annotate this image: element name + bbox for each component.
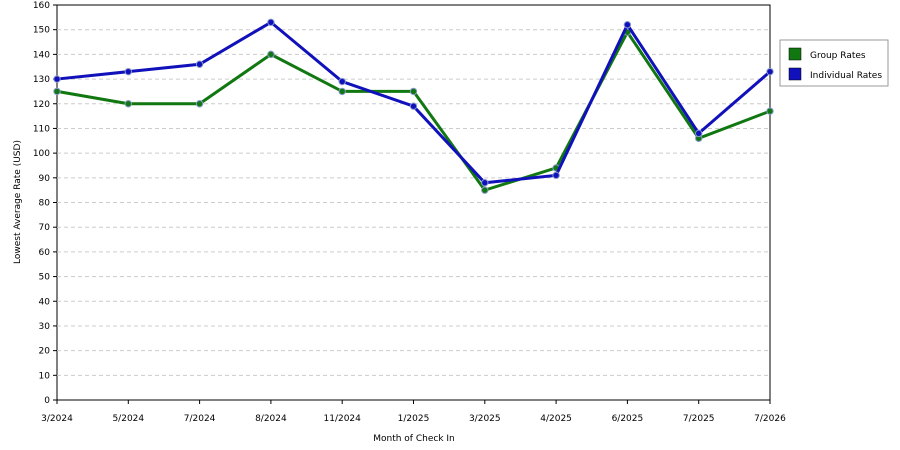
data-point <box>53 75 61 83</box>
y-tick-label: 50 <box>39 273 51 283</box>
y-tick-label: 150 <box>33 26 50 36</box>
y-tick-label: 80 <box>39 199 51 209</box>
data-point <box>409 102 418 110</box>
y-tick-label: 40 <box>39 297 51 307</box>
legend-swatch <box>788 47 802 61</box>
y-tick-label: 70 <box>39 223 51 233</box>
y-tick-label: 20 <box>39 347 51 357</box>
data-point <box>124 100 133 108</box>
legend-box <box>779 39 889 87</box>
data-point <box>195 60 204 68</box>
x-tick-label: 3/2024 <box>41 414 73 424</box>
y-tick-label: 10 <box>39 371 51 381</box>
x-tick-label: 7/2024 <box>184 414 216 424</box>
data-point <box>552 171 560 180</box>
y-tick-label: 110 <box>33 124 50 134</box>
y-axis-label: Lowest Average Rate (USD) <box>13 140 23 264</box>
x-tick-label: 6/2025 <box>612 414 644 424</box>
data-point <box>766 107 774 115</box>
data-point <box>267 50 275 59</box>
y-tick-label: 100 <box>33 149 50 159</box>
x-tick-label: 4/2025 <box>540 414 572 424</box>
data-point <box>338 87 346 96</box>
data-point <box>695 129 703 138</box>
legend-swatch <box>788 67 802 81</box>
y-tick-label: 120 <box>33 100 50 110</box>
x-tick-label: 1/2025 <box>398 414 430 424</box>
y-tick-label: 30 <box>39 322 51 332</box>
data-point <box>409 87 418 96</box>
x-tick-label: 11/2024 <box>324 414 362 424</box>
x-tick-label: 5/2024 <box>112 414 144 424</box>
y-tick-label: 140 <box>33 50 50 60</box>
data-point <box>766 67 774 76</box>
x-tick-label: 7/2025 <box>683 414 715 424</box>
x-tick-label: 8/2024 <box>255 414 287 424</box>
y-tick-label: 90 <box>39 174 51 184</box>
data-point <box>338 77 346 86</box>
y-tick-label: 130 <box>33 75 50 85</box>
y-tick-label: 0 <box>44 396 50 406</box>
data-point <box>53 87 61 96</box>
legend-label: Group Rates <box>810 51 866 61</box>
x-tick-label: 7/2026 <box>754 414 786 424</box>
data-point <box>124 67 133 76</box>
plot-area <box>56 4 771 401</box>
y-tick-label: 60 <box>39 248 51 258</box>
legend-label: Individual Rates <box>810 71 882 81</box>
x-tick-label: 3/2025 <box>469 414 501 424</box>
data-point <box>623 21 632 29</box>
y-tick-label: 160 <box>33 1 50 11</box>
data-point <box>195 100 204 108</box>
data-point <box>481 186 489 194</box>
data-point <box>481 179 489 187</box>
x-axis-label: Month of Check In <box>373 434 455 444</box>
data-point <box>267 18 275 26</box>
